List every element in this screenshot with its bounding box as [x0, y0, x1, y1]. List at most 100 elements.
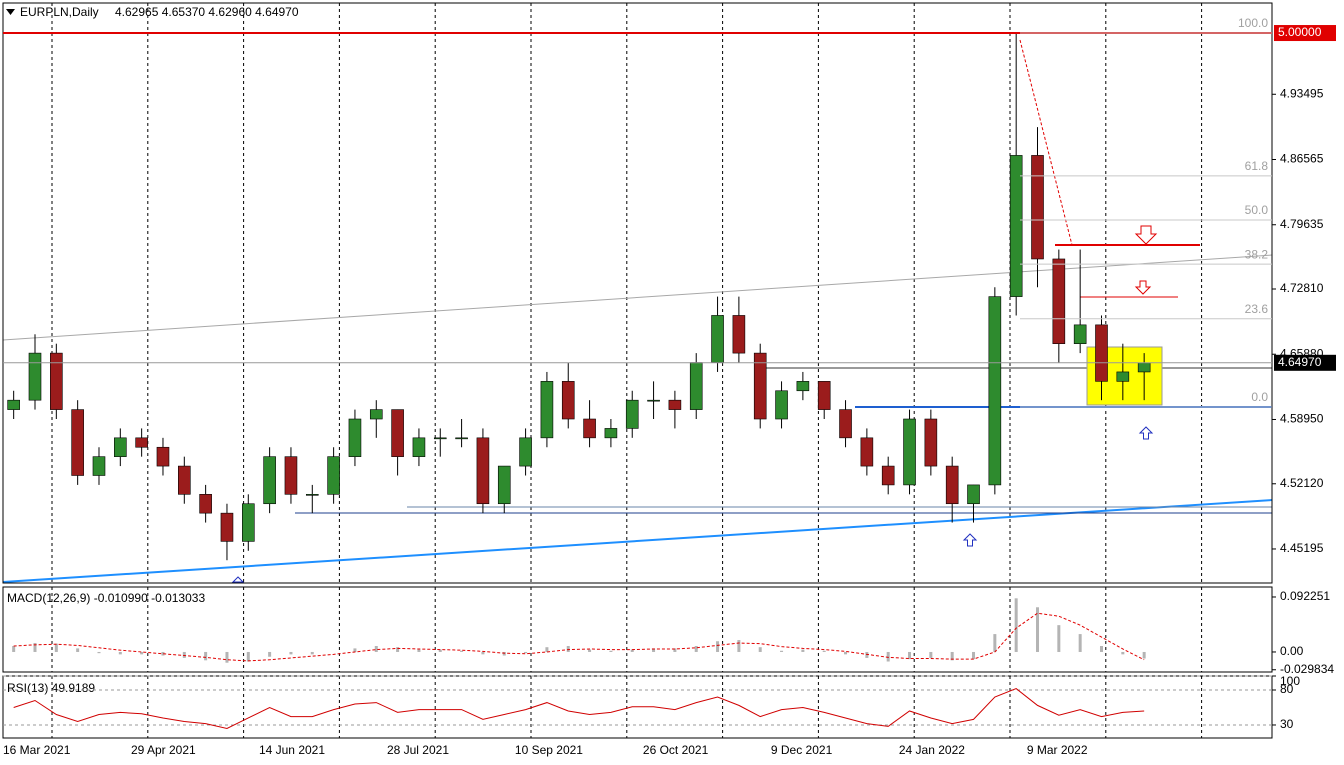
fib-label: 38.2: [1245, 247, 1269, 261]
y-tick-label: 30: [1280, 717, 1294, 731]
candle-body: [903, 418, 916, 486]
x-tick-label: 16 Mar 2021: [3, 743, 71, 757]
macd-bar: [97, 651, 101, 654]
up-arrow: [1138, 426, 1154, 440]
candles: [7, 33, 1151, 561]
candle-body: [668, 399, 682, 410]
signal-line: [13, 612, 1145, 662]
fib-label: 61.8: [1245, 159, 1269, 173]
quote: 4.62965 4.65370 4.62960 4.64970: [115, 5, 299, 19]
macd-bar: [417, 649, 421, 652]
candle-body: [540, 381, 554, 439]
candle-body: [1073, 324, 1087, 344]
candle-body: [689, 362, 703, 410]
macd-panel: [2, 586, 1273, 673]
candle-body: [263, 456, 276, 505]
macd-bar: [1036, 607, 1040, 652]
candle-body: [967, 484, 980, 505]
macd-bar: [268, 651, 272, 657]
candle-body: [519, 437, 532, 467]
candle-body: [753, 352, 767, 420]
candle-body: [305, 494, 319, 496]
macd-bar: [673, 648, 677, 652]
fib-label: 23.6: [1245, 302, 1269, 316]
x-tick-label: 29 Apr 2021: [131, 743, 196, 757]
candle-body: [28, 352, 42, 401]
candle-body: [647, 399, 660, 402]
macd-bar: [225, 651, 229, 663]
y-tick-label: 4.72810: [1280, 281, 1324, 295]
candle-body: [348, 418, 362, 457]
up-arrow: [962, 533, 978, 547]
macd-bar: [737, 640, 741, 652]
candle-body: [7, 399, 20, 410]
macd-bar: [1078, 634, 1082, 652]
macd-bar: [12, 646, 16, 652]
candle-body: [327, 456, 340, 495]
rsi-panel: [2, 675, 1273, 739]
x-tick-label: 26 Oct 2021: [643, 743, 709, 757]
y-tick-label: 0.00: [1280, 644, 1304, 658]
macd-bar: [609, 650, 613, 652]
macd-bar: [716, 641, 720, 652]
candle-body: [817, 381, 831, 410]
macd-bar: [140, 651, 144, 655]
macd-bar: [204, 651, 208, 661]
candle-body: [839, 409, 852, 439]
macd-bar: [353, 648, 357, 652]
macd-bar: [54, 643, 58, 652]
candle-body: [881, 465, 895, 486]
candle-body: [583, 418, 596, 439]
candle-body: [433, 437, 447, 440]
candle-body: [604, 428, 618, 439]
down-arrow: [1134, 280, 1152, 295]
y-tick-label: 4.45195: [1280, 541, 1324, 555]
price-label: 4.64970: [1278, 355, 1322, 369]
candle-body: [92, 456, 106, 476]
x-tick-label: 24 Jan 2022: [899, 743, 965, 757]
x-tick-label: 9 Dec 2021: [771, 743, 833, 757]
macd-bar: [374, 646, 378, 652]
candle-body: [711, 315, 724, 363]
candle-body: [455, 437, 468, 440]
macd-bar: [652, 648, 656, 652]
macd-bar: [118, 651, 122, 655]
candle-body: [284, 456, 298, 495]
macd-bar: [780, 650, 784, 652]
macd-bar: [161, 651, 165, 656]
fib-label: 50.0: [1245, 203, 1269, 217]
macd-bar: [929, 651, 933, 658]
x-tick-label: 28 Jul 2021: [387, 743, 449, 757]
macd-bar: [886, 651, 890, 662]
macd-bar: [1121, 651, 1125, 655]
candle-body: [369, 409, 383, 420]
candle-body: [497, 465, 511, 505]
macd-bar: [246, 651, 250, 662]
macd-bar: [545, 647, 549, 652]
candle-body: [1052, 258, 1066, 344]
candle-body: [412, 437, 426, 457]
macd-bar: [908, 651, 912, 660]
macd-bar: [865, 651, 869, 658]
resistance-label: 5.00000: [1278, 25, 1322, 39]
candle-body: [1095, 324, 1108, 382]
candle-body: [199, 494, 212, 514]
candle-body: [860, 437, 874, 467]
macd-bar: [396, 647, 400, 652]
candle-body: [391, 409, 404, 457]
macd-bar: [1099, 646, 1103, 652]
candle-body: [945, 465, 959, 505]
y-tick-label: 80: [1280, 682, 1294, 696]
rsi-title: RSI(13) 49.9189: [7, 681, 95, 695]
candle-body: [220, 512, 234, 542]
main-panel: [2, 2, 1273, 584]
macd-bar: [1014, 598, 1018, 652]
macd-bar: [950, 651, 954, 661]
macd-bar: [33, 643, 37, 652]
y-tick-label: -0.029834: [1280, 662, 1334, 676]
candle-body: [1009, 155, 1023, 297]
resistance-box: [1274, 25, 1336, 42]
macd-bar: [76, 648, 80, 652]
